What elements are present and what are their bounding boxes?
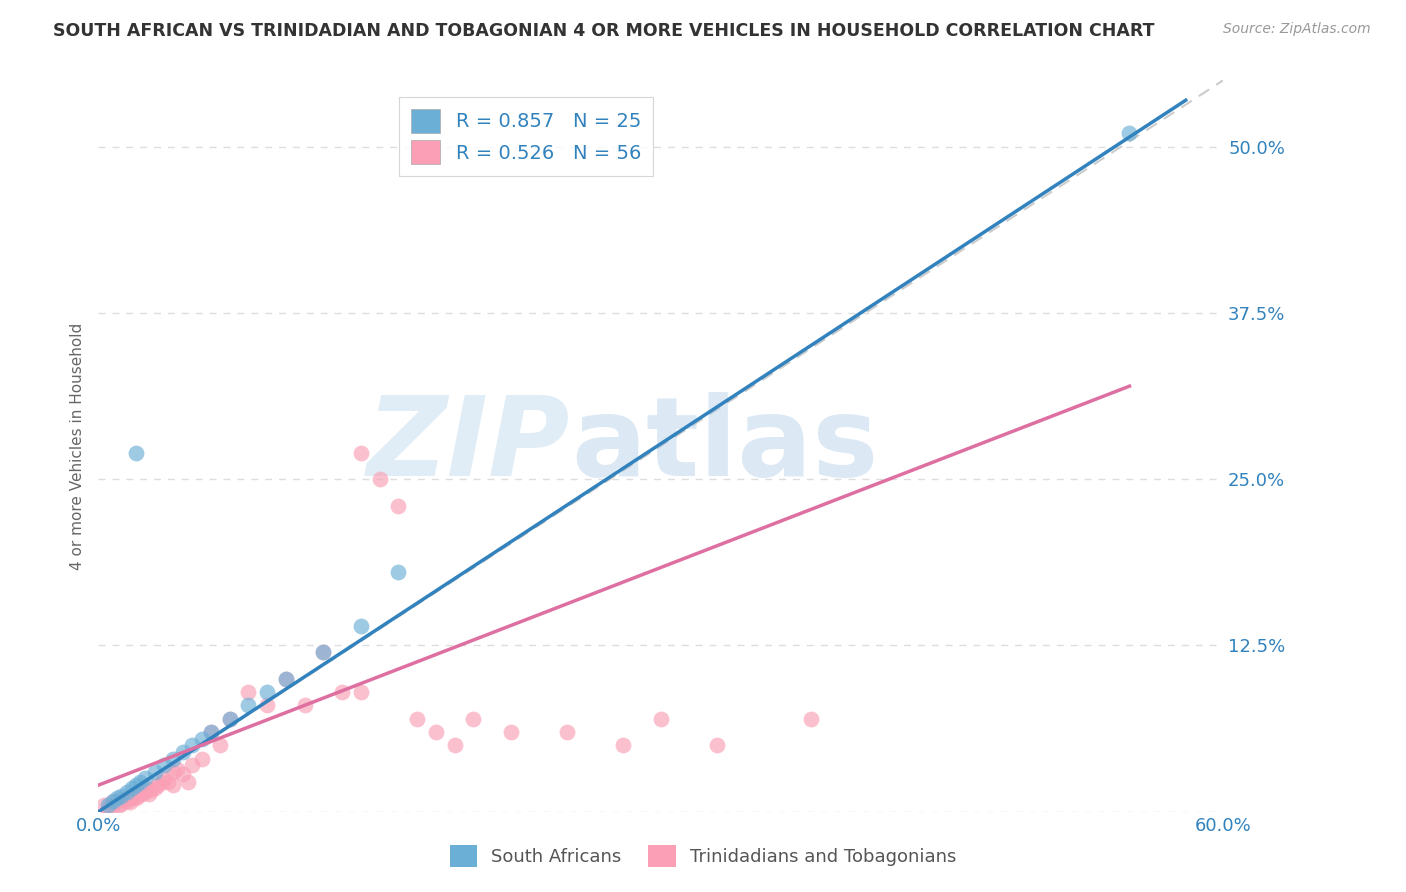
Y-axis label: 4 or more Vehicles in Household: 4 or more Vehicles in Household (69, 322, 84, 570)
Point (117, 791, 139, 805)
Point (190, 731, 212, 746)
Point (425, 725, 447, 739)
Point (406, 712, 429, 726)
Point (172, 745, 194, 759)
Point (128, 785, 150, 799)
Point (103, 794, 125, 808)
Point (121, 780, 143, 795)
Point (162, 764, 184, 779)
Point (368, 472, 391, 486)
Point (274, 672, 297, 686)
Point (139, 783, 162, 797)
Point (387, 566, 409, 580)
Point (172, 767, 194, 781)
Text: SOUTH AFRICAN VS TRINIDADIAN AND TOBAGONIAN 4 OR MORE VEHICLES IN HOUSEHOLD CORR: SOUTH AFRICAN VS TRINIDADIAN AND TOBAGON… (53, 22, 1154, 40)
Point (121, 791, 143, 805)
Point (443, 738, 465, 752)
Point (143, 780, 166, 795)
Point (128, 775, 150, 789)
Point (162, 778, 184, 792)
Point (238, 698, 260, 713)
Point (350, 618, 373, 632)
Point (190, 751, 212, 765)
Point (97, 801, 120, 815)
Point (122, 789, 145, 803)
Point (131, 788, 153, 802)
Point (256, 685, 278, 699)
Point (274, 672, 297, 686)
Point (177, 775, 200, 789)
Point (312, 645, 335, 659)
Point (156, 775, 179, 789)
Point (200, 725, 222, 739)
Point (153, 772, 176, 786)
Point (499, 725, 522, 739)
Point (134, 785, 156, 799)
Text: atlas: atlas (571, 392, 879, 500)
Point (330, 685, 353, 699)
Point (200, 725, 222, 739)
Point (110, 797, 132, 811)
Point (706, 738, 728, 752)
Point (115, 785, 138, 799)
Point (209, 738, 232, 752)
Point (218, 712, 240, 726)
Point (105, 794, 128, 808)
Point (125, 445, 148, 459)
Point (127, 789, 149, 803)
Point (143, 764, 166, 779)
Point (111, 793, 134, 807)
Point (256, 698, 278, 713)
Legend: R = 0.857   N = 25, R = 0.526   N = 56: R = 0.857 N = 25, R = 0.526 N = 56 (399, 97, 652, 176)
Point (100, 796, 122, 810)
Point (181, 758, 204, 772)
Point (125, 791, 148, 805)
Point (166, 762, 188, 776)
Legend: South Africans, Trinidadians and Tobagonians: South Africans, Trinidadians and Tobagon… (443, 838, 963, 874)
Point (800, 712, 823, 726)
Point (612, 738, 634, 752)
Point (312, 645, 335, 659)
Point (463, 712, 485, 726)
Point (136, 780, 159, 795)
Point (110, 789, 132, 803)
Point (150, 775, 173, 789)
Point (138, 788, 160, 802)
Point (115, 794, 138, 808)
Text: ZIP: ZIP (367, 392, 571, 500)
Point (103, 799, 125, 814)
Point (105, 791, 128, 805)
Point (120, 796, 142, 810)
Point (555, 725, 578, 739)
Point (125, 778, 148, 792)
Point (218, 712, 240, 726)
Point (387, 499, 409, 513)
Point (153, 758, 176, 772)
Point (181, 738, 204, 752)
Point (93, 798, 115, 813)
Point (238, 685, 260, 699)
Point (148, 778, 170, 792)
Text: Source: ZipAtlas.com: Source: ZipAtlas.com (1223, 22, 1371, 37)
Point (97, 798, 120, 813)
Point (350, 445, 373, 459)
Point (162, 751, 184, 765)
Point (134, 772, 156, 786)
Point (294, 698, 316, 713)
Point (1118, 127, 1140, 141)
Point (350, 685, 373, 699)
Point (108, 798, 131, 813)
Point (650, 712, 672, 726)
